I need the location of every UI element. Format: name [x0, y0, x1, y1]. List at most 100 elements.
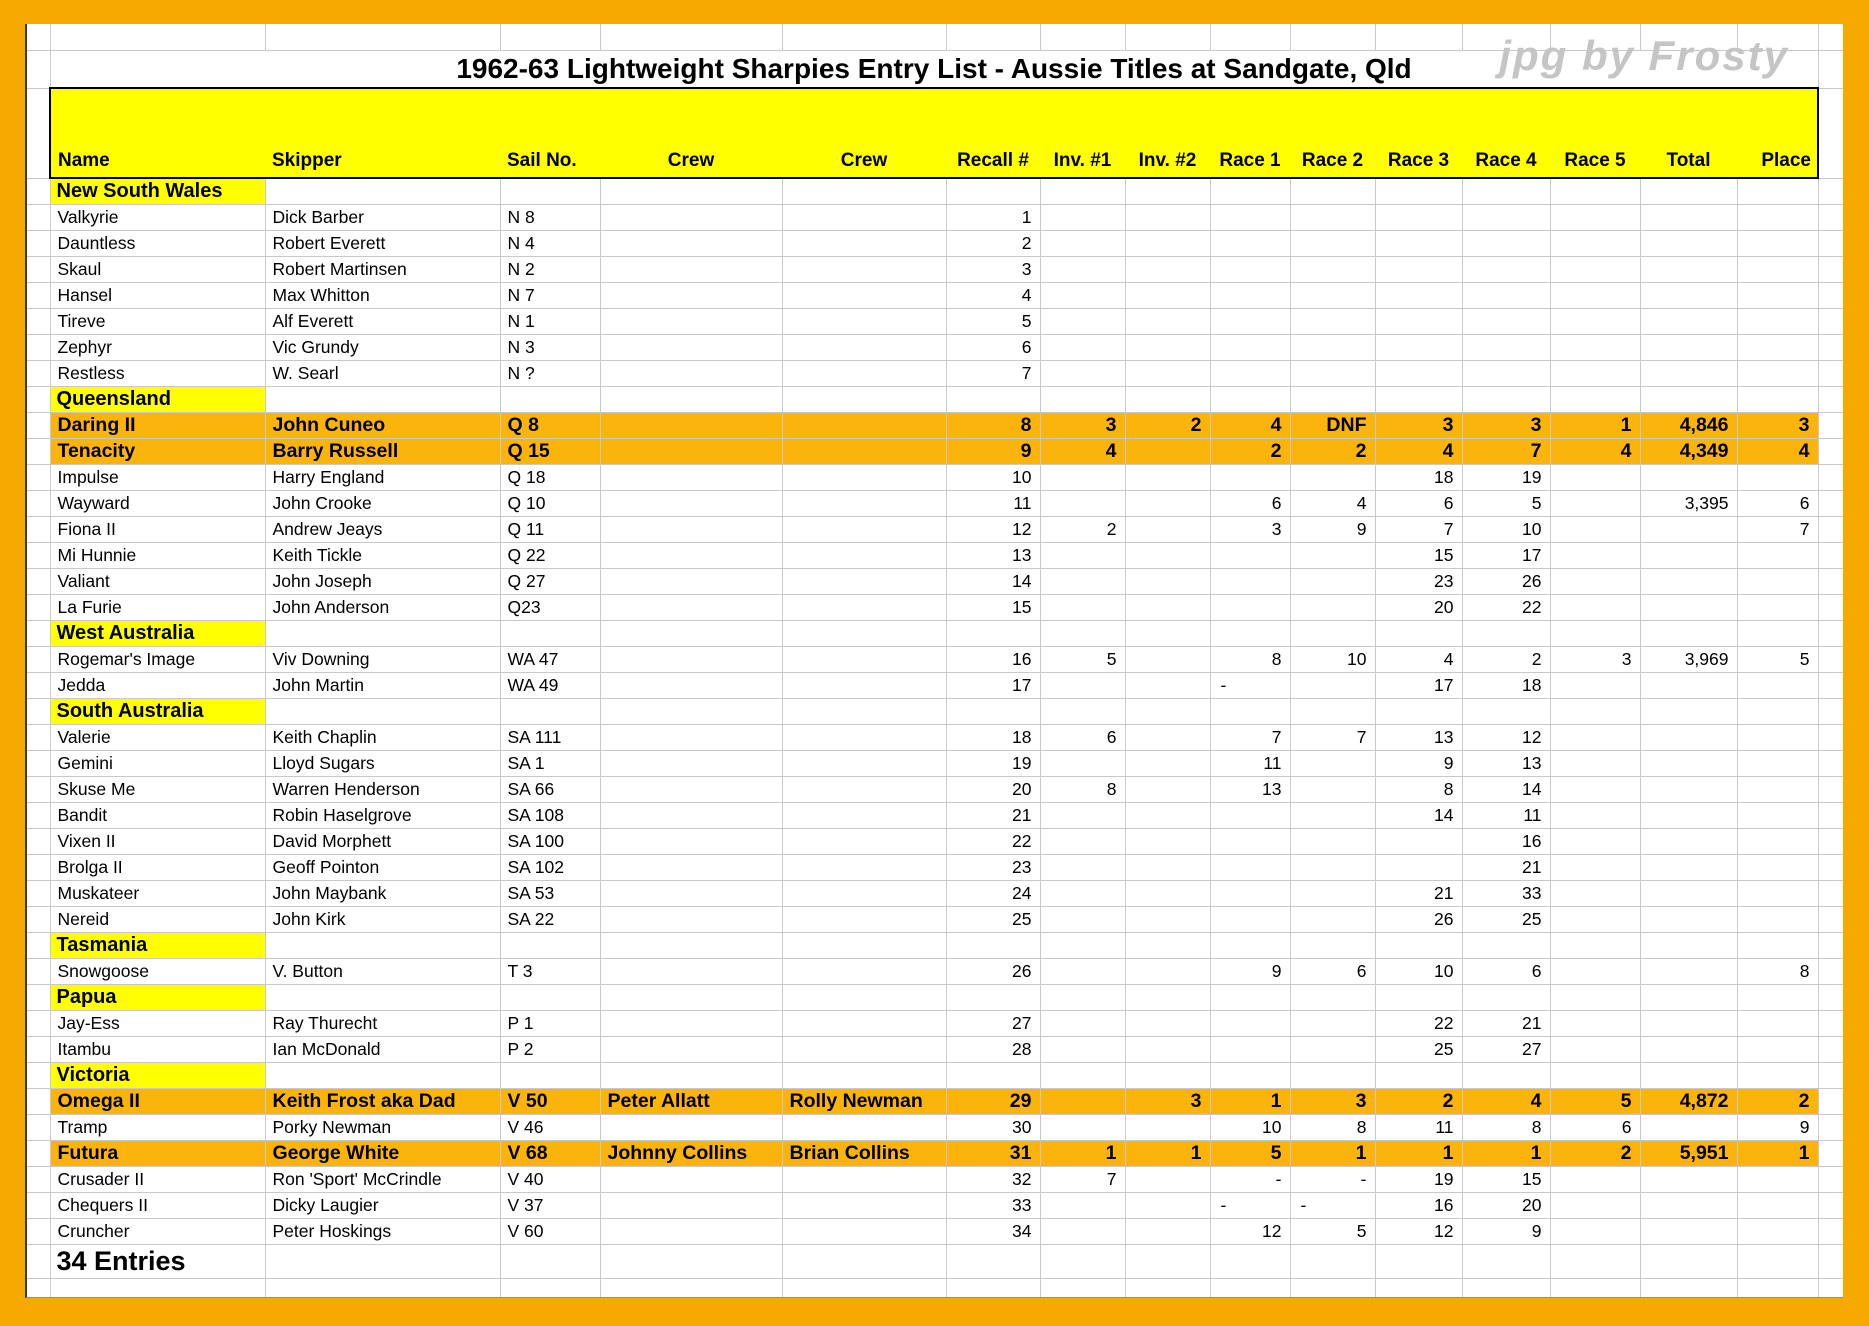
cell-race-2: 6 — [1290, 958, 1376, 985]
cell-race-1 — [1210, 568, 1291, 595]
grid-cell — [1818, 256, 1843, 283]
grid-cell — [1290, 620, 1376, 647]
cell-race-1 — [1210, 1010, 1291, 1037]
grid-cell — [1818, 750, 1843, 777]
section-label: West Australia — [50, 620, 266, 647]
cell-crew-2 — [782, 802, 947, 829]
grid-cell — [27, 230, 51, 257]
entry-row: La Furie John Anderson Q23 15 20 22 — [27, 594, 1843, 621]
grid-cell — [1462, 1244, 1551, 1279]
cell-race-4: 19 — [1462, 464, 1551, 491]
cell-race-2: 5 — [1290, 1218, 1376, 1245]
cell-name: Gemini — [50, 750, 266, 777]
section-row: Queensland — [27, 386, 1843, 413]
cell-race-2 — [1290, 906, 1376, 933]
grid-cell — [1040, 698, 1126, 725]
cell-name: Crusader II — [50, 1166, 266, 1193]
grid-cell — [1818, 672, 1843, 699]
cell-race-3: 26 — [1375, 906, 1463, 933]
cell-crew-2 — [782, 1114, 947, 1141]
cell-sail-no: P 1 — [500, 1010, 601, 1037]
grid-cell — [1210, 620, 1291, 647]
column-header-race-1: Race 1 — [1210, 87, 1290, 179]
cell-place — [1737, 256, 1819, 283]
grid-cell — [1125, 386, 1211, 413]
entry-row: Dauntless Robert Everett N 4 2 — [27, 230, 1843, 257]
cell-total: 4,349 — [1640, 438, 1738, 465]
cell-crew-1 — [600, 750, 783, 777]
cell-skipper: John Joseph — [265, 568, 501, 595]
cell-race-1: 6 — [1210, 490, 1291, 517]
cell-inv-2 — [1125, 334, 1211, 361]
grid-cell — [27, 88, 51, 179]
grid-cell — [1040, 932, 1126, 959]
cell-crew-2 — [782, 1166, 947, 1193]
cell-crew-2 — [782, 360, 947, 387]
grid-cell — [600, 932, 783, 959]
grid-cell — [27, 776, 51, 803]
cell-crew-2 — [782, 646, 947, 673]
cell-recall: 3 — [946, 256, 1041, 283]
grid-cell — [1818, 412, 1843, 439]
cell-inv-2 — [1125, 880, 1211, 907]
cell-inv-1: 1 — [1040, 1140, 1126, 1167]
grid-cell — [50, 1278, 266, 1297]
cell-inv-2 — [1125, 776, 1211, 803]
cell-race-4: 9 — [1462, 1218, 1551, 1245]
cell-crew-1 — [600, 854, 783, 881]
cell-recall: 30 — [946, 1114, 1041, 1141]
cell-crew-1 — [600, 204, 783, 231]
cell-race-5 — [1550, 516, 1641, 543]
cell-recall: 4 — [946, 282, 1041, 309]
cell-recall: 6 — [946, 334, 1041, 361]
cell-race-2 — [1290, 230, 1376, 257]
cell-sail-no: V 40 — [500, 1166, 601, 1193]
grid-cell — [1550, 1278, 1641, 1297]
cell-place — [1737, 1010, 1819, 1037]
cell-race-3: 8 — [1375, 776, 1463, 803]
cell-recall: 24 — [946, 880, 1041, 907]
grid-cell — [1462, 1278, 1551, 1297]
cell-race-4: 8 — [1462, 1114, 1551, 1141]
cell-skipper: Porky Newman — [265, 1114, 501, 1141]
cell-recall: 28 — [946, 1036, 1041, 1063]
grid-cell — [600, 1278, 783, 1297]
cell-skipper: John Kirk — [265, 906, 501, 933]
grid-cell — [1210, 386, 1291, 413]
cell-inv-2 — [1125, 490, 1211, 517]
grid-cell — [1818, 724, 1843, 751]
grid-cell — [1125, 620, 1211, 647]
cell-place: 6 — [1737, 490, 1819, 517]
cell-crew-2 — [782, 204, 947, 231]
cell-recall: 1 — [946, 204, 1041, 231]
column-header-crew-2: Crew — [782, 87, 946, 179]
cell-inv-1 — [1040, 1010, 1126, 1037]
title-row: 1962-63 Lightweight Sharpies Entry List … — [27, 50, 1843, 89]
entry-row: Valerie Keith Chaplin SA 111 18 6 7 7 13 12 — [27, 724, 1843, 751]
cell-place — [1737, 750, 1819, 777]
cell-total — [1640, 464, 1738, 491]
cell-crew-1 — [600, 516, 783, 543]
grid-cell — [27, 1088, 51, 1115]
grid-cell — [782, 698, 947, 725]
cell-recall: 26 — [946, 958, 1041, 985]
cell-crew-2 — [782, 724, 947, 751]
cell-inv-1 — [1040, 1088, 1126, 1115]
cell-crew-1 — [600, 1114, 783, 1141]
grid-cell — [782, 386, 947, 413]
cell-inv-1 — [1040, 490, 1126, 517]
grid-cell — [1818, 568, 1843, 595]
cell-crew-1 — [600, 438, 783, 465]
grid-cell — [946, 24, 1041, 51]
cell-race-3 — [1375, 828, 1463, 855]
cell-race-4 — [1462, 256, 1551, 283]
cell-race-1: 12 — [1210, 1218, 1291, 1245]
cell-place — [1737, 282, 1819, 309]
grid-cell — [1210, 178, 1291, 205]
cell-inv-2 — [1125, 516, 1211, 543]
grid-cell — [1818, 1218, 1843, 1245]
cell-inv-2 — [1125, 1218, 1211, 1245]
cell-crew-2 — [782, 334, 947, 361]
cell-sail-no: Q23 — [500, 594, 601, 621]
cell-name: Snowgoose — [50, 958, 266, 985]
